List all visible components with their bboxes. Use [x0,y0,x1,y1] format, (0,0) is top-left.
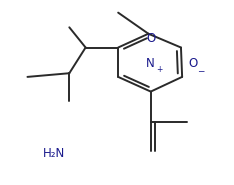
Text: O: O [188,57,197,70]
Text: +: + [156,65,163,74]
Text: H₂N: H₂N [42,147,65,159]
Text: O: O [146,32,155,45]
Text: −: − [197,66,204,75]
Text: N: N [146,57,155,70]
